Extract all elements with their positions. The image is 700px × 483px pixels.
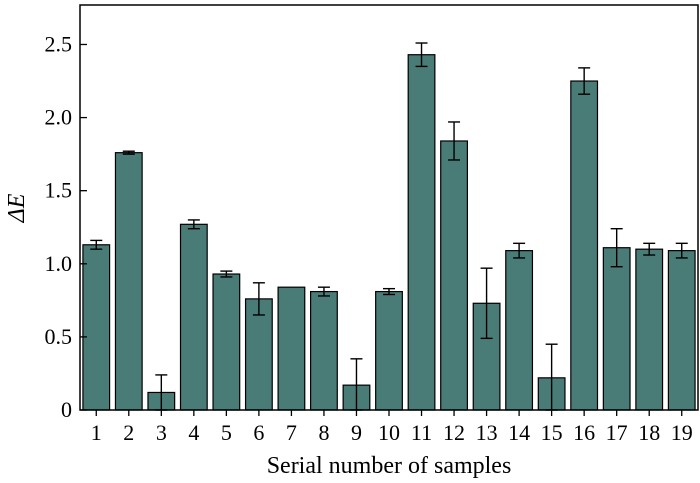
error-bar-14 (513, 242, 526, 259)
bar-8 (310, 290, 338, 411)
x-tick-label: 5 (221, 420, 232, 445)
x-tick-label: 2 (123, 420, 134, 445)
y-tick-label: 1.5 (45, 178, 73, 203)
x-tick-label: 14 (508, 420, 530, 445)
x-tick-label: 7 (286, 420, 297, 445)
x-tick-label: 9 (351, 420, 362, 445)
bar-6 (244, 298, 273, 411)
plot-frame (79, 4, 699, 411)
error-bar-1 (90, 239, 103, 250)
bar-2 (114, 152, 143, 411)
bar-19 (667, 250, 696, 411)
error-bar-18 (643, 242, 656, 256)
bar-1 (82, 244, 111, 411)
bar-5 (212, 273, 241, 411)
y-axis-title: ΔE (4, 193, 30, 223)
x-tick-label: 10 (378, 420, 400, 445)
y-tick-label: 1.0 (45, 251, 73, 276)
x-tick-label: 15 (541, 420, 563, 445)
error-bar-19 (675, 242, 688, 259)
x-tick-label: 13 (476, 420, 498, 445)
x-tick-label: 17 (606, 420, 628, 445)
error-bar-4 (187, 219, 200, 230)
x-tick-label: 18 (638, 420, 660, 445)
x-tick-label: 11 (411, 420, 432, 445)
bar-10 (375, 290, 403, 411)
error-bar-12 (448, 121, 461, 161)
bar-16 (570, 80, 599, 411)
error-bar-6 (252, 282, 265, 316)
y-tick-label: 2.5 (45, 31, 73, 56)
y-tick-label: 2.0 (45, 105, 73, 130)
error-bar-11 (415, 42, 428, 68)
x-tick-label: 1 (91, 420, 102, 445)
bar-14 (505, 250, 534, 411)
error-bar-5 (220, 270, 233, 278)
x-axis-title: Serial number of samples (267, 453, 512, 479)
error-bar-16 (578, 67, 591, 95)
error-bar-17 (610, 228, 623, 268)
x-tick-label: 6 (253, 420, 264, 445)
error-bar-10 (383, 287, 395, 296)
x-tick-label: 16 (573, 420, 595, 445)
y-tick-label: 0.5 (45, 324, 73, 349)
x-tick-label: 4 (188, 420, 199, 445)
x-tick-label: 12 (443, 420, 465, 445)
bar-11 (407, 54, 436, 411)
y-tick-label: 0 (61, 397, 72, 422)
x-tick-label: 19 (671, 420, 693, 445)
error-bar-13 (480, 267, 493, 340)
x-tick-label: 3 (156, 420, 167, 445)
x-tick-label: 8 (318, 420, 329, 445)
bar-4 (179, 223, 208, 411)
bars-group (82, 54, 696, 411)
error-bar-8 (317, 286, 330, 297)
x-axis: 1 2 3 4 5 6 7 8 9 10 11 12 13 14 15 16 17 18 19 (91, 410, 693, 445)
bar-12 (440, 140, 468, 411)
bar-18 (635, 248, 664, 411)
error-bars-group (90, 42, 688, 411)
bar-17 (602, 247, 631, 411)
bar-7 (277, 286, 306, 411)
error-bar-2 (122, 150, 135, 155)
